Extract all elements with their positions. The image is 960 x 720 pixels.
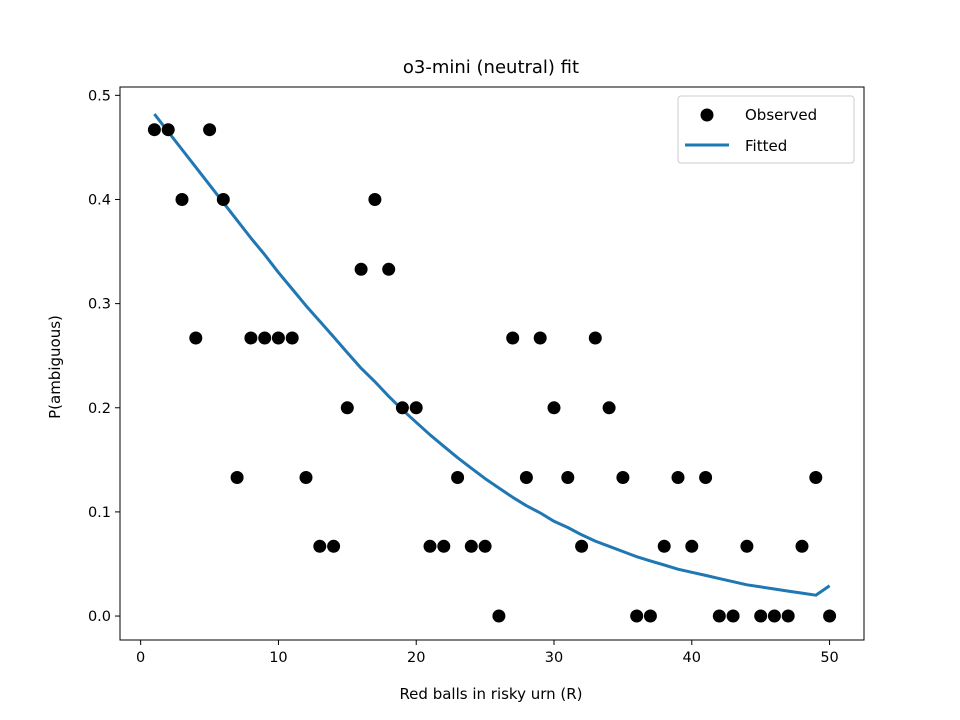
- observed-point: [203, 123, 217, 137]
- observed-point: [726, 609, 740, 623]
- observed-point: [561, 471, 575, 484]
- observed-point: [630, 609, 644, 623]
- legend: Observed Fitted: [677, 95, 855, 164]
- x-tick-label: 50: [820, 650, 838, 666]
- observed-point: [216, 193, 230, 206]
- observed-point: [230, 471, 244, 484]
- observed-point: [258, 331, 272, 345]
- observed-point: [327, 539, 341, 553]
- observed-point: [809, 471, 823, 484]
- y-axis-label: P(ambiguous): [46, 315, 64, 419]
- axes-frame: [119, 86, 865, 641]
- chart-title: o3-mini (neutral) fit: [403, 57, 579, 78]
- y-tick-label: 0.0: [88, 609, 111, 625]
- observed-point: [492, 609, 506, 623]
- observed-point: [189, 331, 203, 345]
- x-tick-label: 0: [136, 650, 145, 666]
- observed-point: [464, 539, 478, 553]
- observed-point: [519, 471, 533, 484]
- observed-point: [395, 401, 409, 415]
- x-tick-label: 20: [407, 650, 425, 666]
- observed-point: [175, 193, 189, 206]
- observed-point: [657, 539, 671, 553]
- observed-point: [382, 262, 396, 276]
- observed-point: [451, 471, 465, 484]
- observed-point: [823, 609, 837, 623]
- observed-point: [506, 331, 520, 345]
- x-tick-label: 30: [545, 650, 563, 666]
- observed-point: [271, 331, 285, 345]
- fitted-line: [153, 113, 831, 597]
- observed-point: [643, 609, 657, 623]
- x-tick-label: 40: [683, 650, 701, 666]
- observed-point: [244, 331, 258, 345]
- legend-label-observed: Observed: [745, 106, 817, 124]
- observed-point: [781, 609, 795, 623]
- observed-point: [478, 539, 492, 553]
- x-axis-label: Red balls in risky urn (R): [399, 685, 582, 703]
- y-tick-label: 0.4: [88, 192, 111, 208]
- observed-point: [533, 331, 547, 345]
- observed-point: [285, 331, 299, 345]
- legend-marker-observed: [700, 108, 714, 122]
- observed-point: [575, 539, 589, 553]
- observed-point: [147, 123, 161, 137]
- observed-point: [423, 539, 437, 553]
- observed-point: [616, 471, 630, 484]
- observed-point: [313, 539, 327, 553]
- y-axis-ticks: 0.0 0.1 0.2 0.3 0.4 0.5: [88, 88, 120, 625]
- observed-point: [409, 401, 423, 415]
- observed-point: [547, 401, 561, 415]
- observed-point: [767, 609, 781, 623]
- plot-area: [147, 113, 837, 623]
- observed-point: [685, 539, 699, 553]
- observed-point: [340, 401, 354, 415]
- x-tick-label: 10: [269, 650, 287, 666]
- observed-point: [368, 193, 382, 206]
- observed-point: [740, 539, 754, 553]
- y-tick-label: 0.2: [88, 401, 111, 417]
- observed-point: [299, 471, 313, 484]
- y-tick-label: 0.3: [88, 297, 111, 313]
- observed-point: [754, 609, 768, 623]
- observed-point: [699, 471, 713, 484]
- y-tick-label: 0.5: [88, 88, 111, 104]
- observed-point: [602, 401, 616, 415]
- observed-point: [161, 123, 175, 137]
- x-axis-ticks: 0 10 20 30 40 50: [136, 640, 839, 666]
- y-tick-label: 0.1: [88, 505, 111, 521]
- legend-label-fitted: Fitted: [745, 137, 787, 155]
- observed-point: [712, 609, 726, 623]
- observed-point: [588, 331, 602, 345]
- observed-point: [795, 539, 809, 553]
- observed-point: [354, 262, 368, 276]
- observed-point: [437, 539, 451, 553]
- observed-point: [671, 471, 685, 484]
